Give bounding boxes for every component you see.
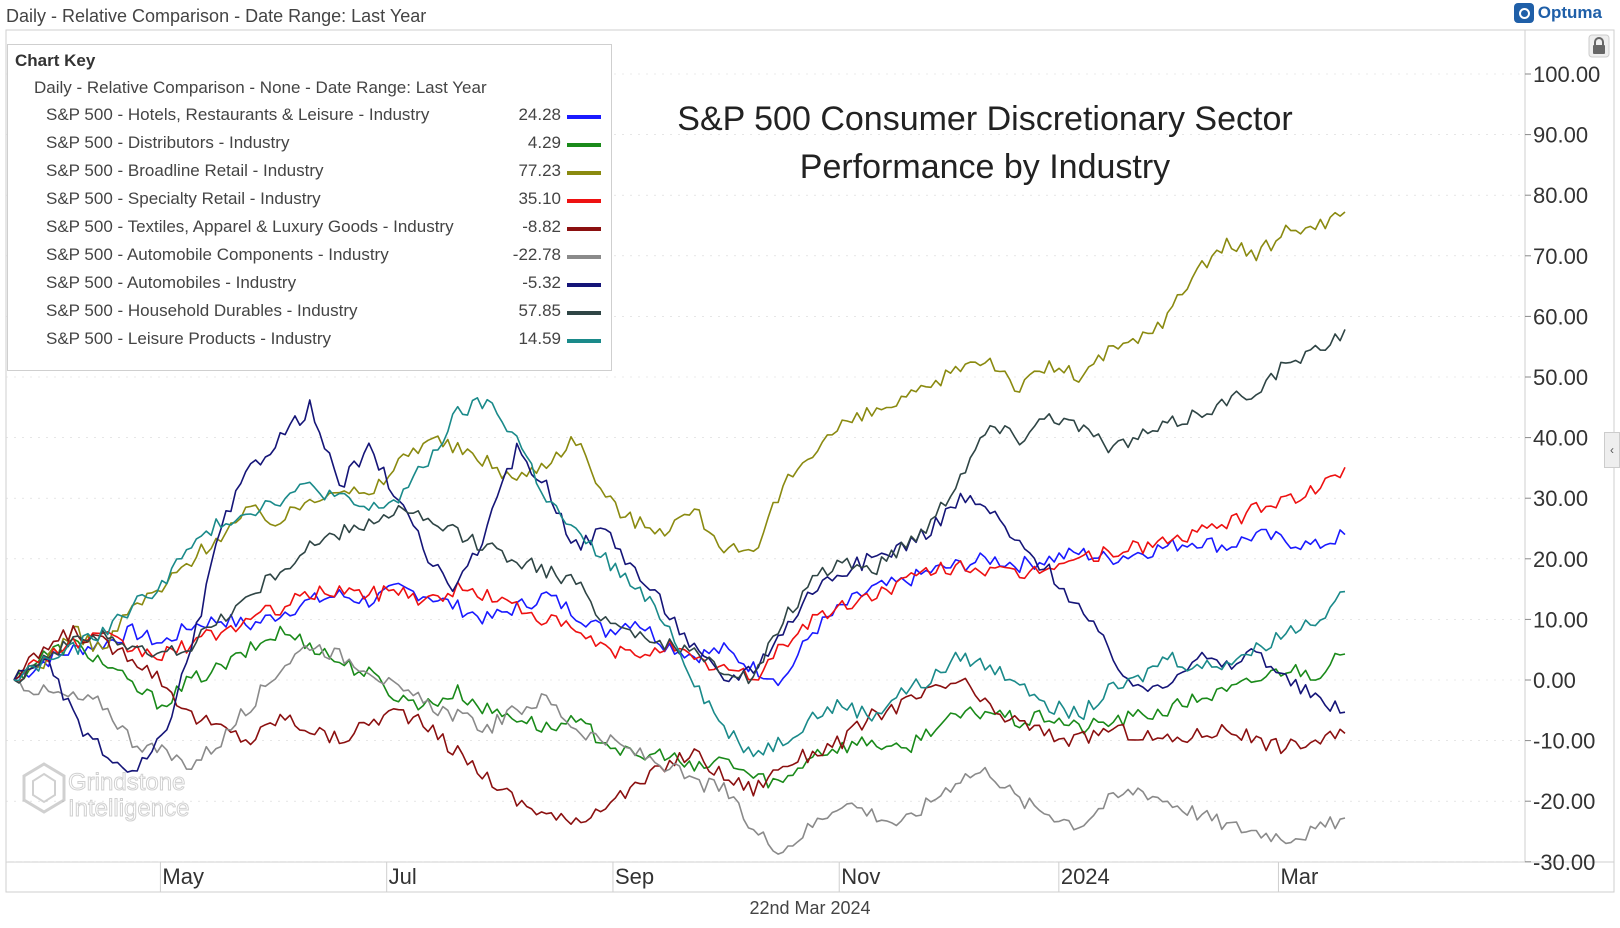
legend-item-label: S&P 500 - Automobiles - Industry <box>46 273 297 292</box>
x-tick-label: 2024 <box>1061 864 1110 889</box>
legend-item-value: 77.23 <box>518 161 561 180</box>
chart-header-title: Daily - Relative Comparison - Date Range… <box>6 6 427 26</box>
y-tick-label: 0.00 <box>1533 668 1576 693</box>
series-line[interactable] <box>13 399 1346 773</box>
y-tick-label: -10.00 <box>1533 729 1595 754</box>
y-tick-label: 40.00 <box>1533 426 1588 451</box>
legend-swatch <box>567 143 601 147</box>
legend-item-label: S&P 500 - Hotels, Restaurants & Leisure … <box>46 105 430 124</box>
legend-swatch <box>567 255 601 259</box>
legend-item[interactable]: S&P 500 - Household Durables - Industry 5… <box>8 301 613 329</box>
legend-item-label: S&P 500 - Distributors - Industry <box>46 133 290 152</box>
legend-item-label: S&P 500 - Textiles, Apparel & Luxury Goo… <box>46 217 454 236</box>
legend-item-value: -22.78 <box>512 245 561 264</box>
legend-item[interactable]: S&P 500 - Automobiles - Industry -5.32 <box>8 273 613 301</box>
legend-item-label: S&P 500 - Specialty Retail - Industry <box>46 189 321 208</box>
series-line[interactable] <box>13 396 1346 758</box>
y-tick-label: -30.00 <box>1533 850 1595 875</box>
lock-icon[interactable] <box>1588 34 1610 58</box>
legend-item-label: S&P 500 - Leisure Products - Industry <box>46 329 332 348</box>
y-axis: 100.00 90.00 80.00 70.00 60.00 50.00 40.00 30.0… <box>1525 62 1600 875</box>
x-tick-label: Nov <box>841 864 880 889</box>
y-tick-label: 10.00 <box>1533 607 1588 632</box>
legend-item-value: -8.82 <box>522 217 561 236</box>
legend-item-value: 14.59 <box>518 329 561 348</box>
series-line[interactable] <box>13 329 1346 685</box>
series-line[interactable] <box>13 211 1346 681</box>
legend-item[interactable]: S&P 500 - Hotels, Restaurants & Leisure … <box>8 105 613 133</box>
legend-swatch <box>567 311 601 315</box>
legend-item[interactable]: S&P 500 - Distributors - Industry 4.29 <box>8 133 613 161</box>
optuma-logo-icon <box>1513 3 1534 23</box>
watermark-line-2: Intelligence <box>68 795 189 822</box>
y-tick-label: 30.00 <box>1533 486 1588 511</box>
legend-swatch <box>567 227 601 231</box>
chart-title-line-2: Performance by Industry <box>800 148 1170 186</box>
y-tick-label: 100.00 <box>1533 62 1600 87</box>
x-tick-label: Mar <box>1280 864 1318 889</box>
x-axis: May Jul Sep Nov 2024 Mar <box>159 862 1318 892</box>
brand-name: Optuma <box>1537 3 1602 22</box>
legend-item-label: S&P 500 - Broadline Retail - Industry <box>46 161 324 180</box>
chart-title-line-1: S&P 500 Consumer Discretionary Sector <box>677 100 1292 138</box>
y-tick-label: -20.00 <box>1533 789 1595 814</box>
legend-item-value: 57.85 <box>518 301 561 320</box>
optuma-logo: Optuma <box>1513 3 1602 23</box>
legend-item-value: 4.29 <box>527 133 561 152</box>
watermark-hex-inner <box>32 772 56 804</box>
x-tick-label: Sep <box>615 864 654 889</box>
legend-item-value: 35.10 <box>518 189 561 208</box>
series-line[interactable] <box>13 466 1346 683</box>
chevron-left-icon: ‹ <box>1610 443 1614 457</box>
legend-item-label: S&P 500 - Automobile Components - Indust… <box>46 245 389 264</box>
legend-item[interactable]: S&P 500 - Leisure Products - Industry 14.… <box>8 329 613 357</box>
legend-title: Chart Key <box>15 51 96 70</box>
legend-swatch <box>567 339 601 343</box>
x-tick-label: May <box>162 864 204 889</box>
legend-item[interactable]: S&P 500 - Automobile Components - Indust… <box>8 245 613 273</box>
y-tick-label: 70.00 <box>1533 244 1588 269</box>
legend-subtitle: Daily - Relative Comparison - None - Dat… <box>34 78 487 97</box>
grindstone-watermark: Grindstone Intelligence <box>22 762 190 823</box>
legend-swatch <box>567 115 601 119</box>
y-tick-label: 60.00 <box>1533 304 1588 329</box>
legend-item-value: -5.32 <box>522 273 561 292</box>
watermark-line-1: Grindstone <box>68 769 185 796</box>
legend-item-value: 24.28 <box>518 105 561 124</box>
series-layer <box>13 211 1346 855</box>
y-tick-label: 20.00 <box>1533 547 1588 572</box>
legend-swatch <box>567 283 601 287</box>
x-tick-label: Jul <box>389 864 417 889</box>
y-tick-label: 90.00 <box>1533 123 1588 148</box>
series-line[interactable] <box>13 624 1346 826</box>
watermark-hex-icon <box>22 762 66 814</box>
grid-layer <box>6 73 1525 863</box>
legend-item[interactable]: S&P 500 - Specialty Retail - Industry 35.… <box>8 189 613 217</box>
collapse-panel-tab[interactable]: ‹ <box>1604 432 1620 468</box>
legend-swatch <box>567 171 601 175</box>
chart-key-legend[interactable]: Chart Key Daily - Relative Comparison - … <box>7 44 612 371</box>
y-tick-label: 80.00 <box>1533 183 1588 208</box>
series-line[interactable] <box>13 643 1346 855</box>
legend-item-label: S&P 500 - Household Durables - Industry <box>46 301 358 320</box>
legend-item[interactable]: S&P 500 - Broadline Retail - Industry 77.… <box>8 161 613 189</box>
legend-item[interactable]: S&P 500 - Textiles, Apparel & Luxury Goo… <box>8 217 613 245</box>
footer-date: 22nd Mar 2024 <box>749 898 871 918</box>
legend-swatch <box>567 199 601 203</box>
y-tick-label: 50.00 <box>1533 365 1588 390</box>
